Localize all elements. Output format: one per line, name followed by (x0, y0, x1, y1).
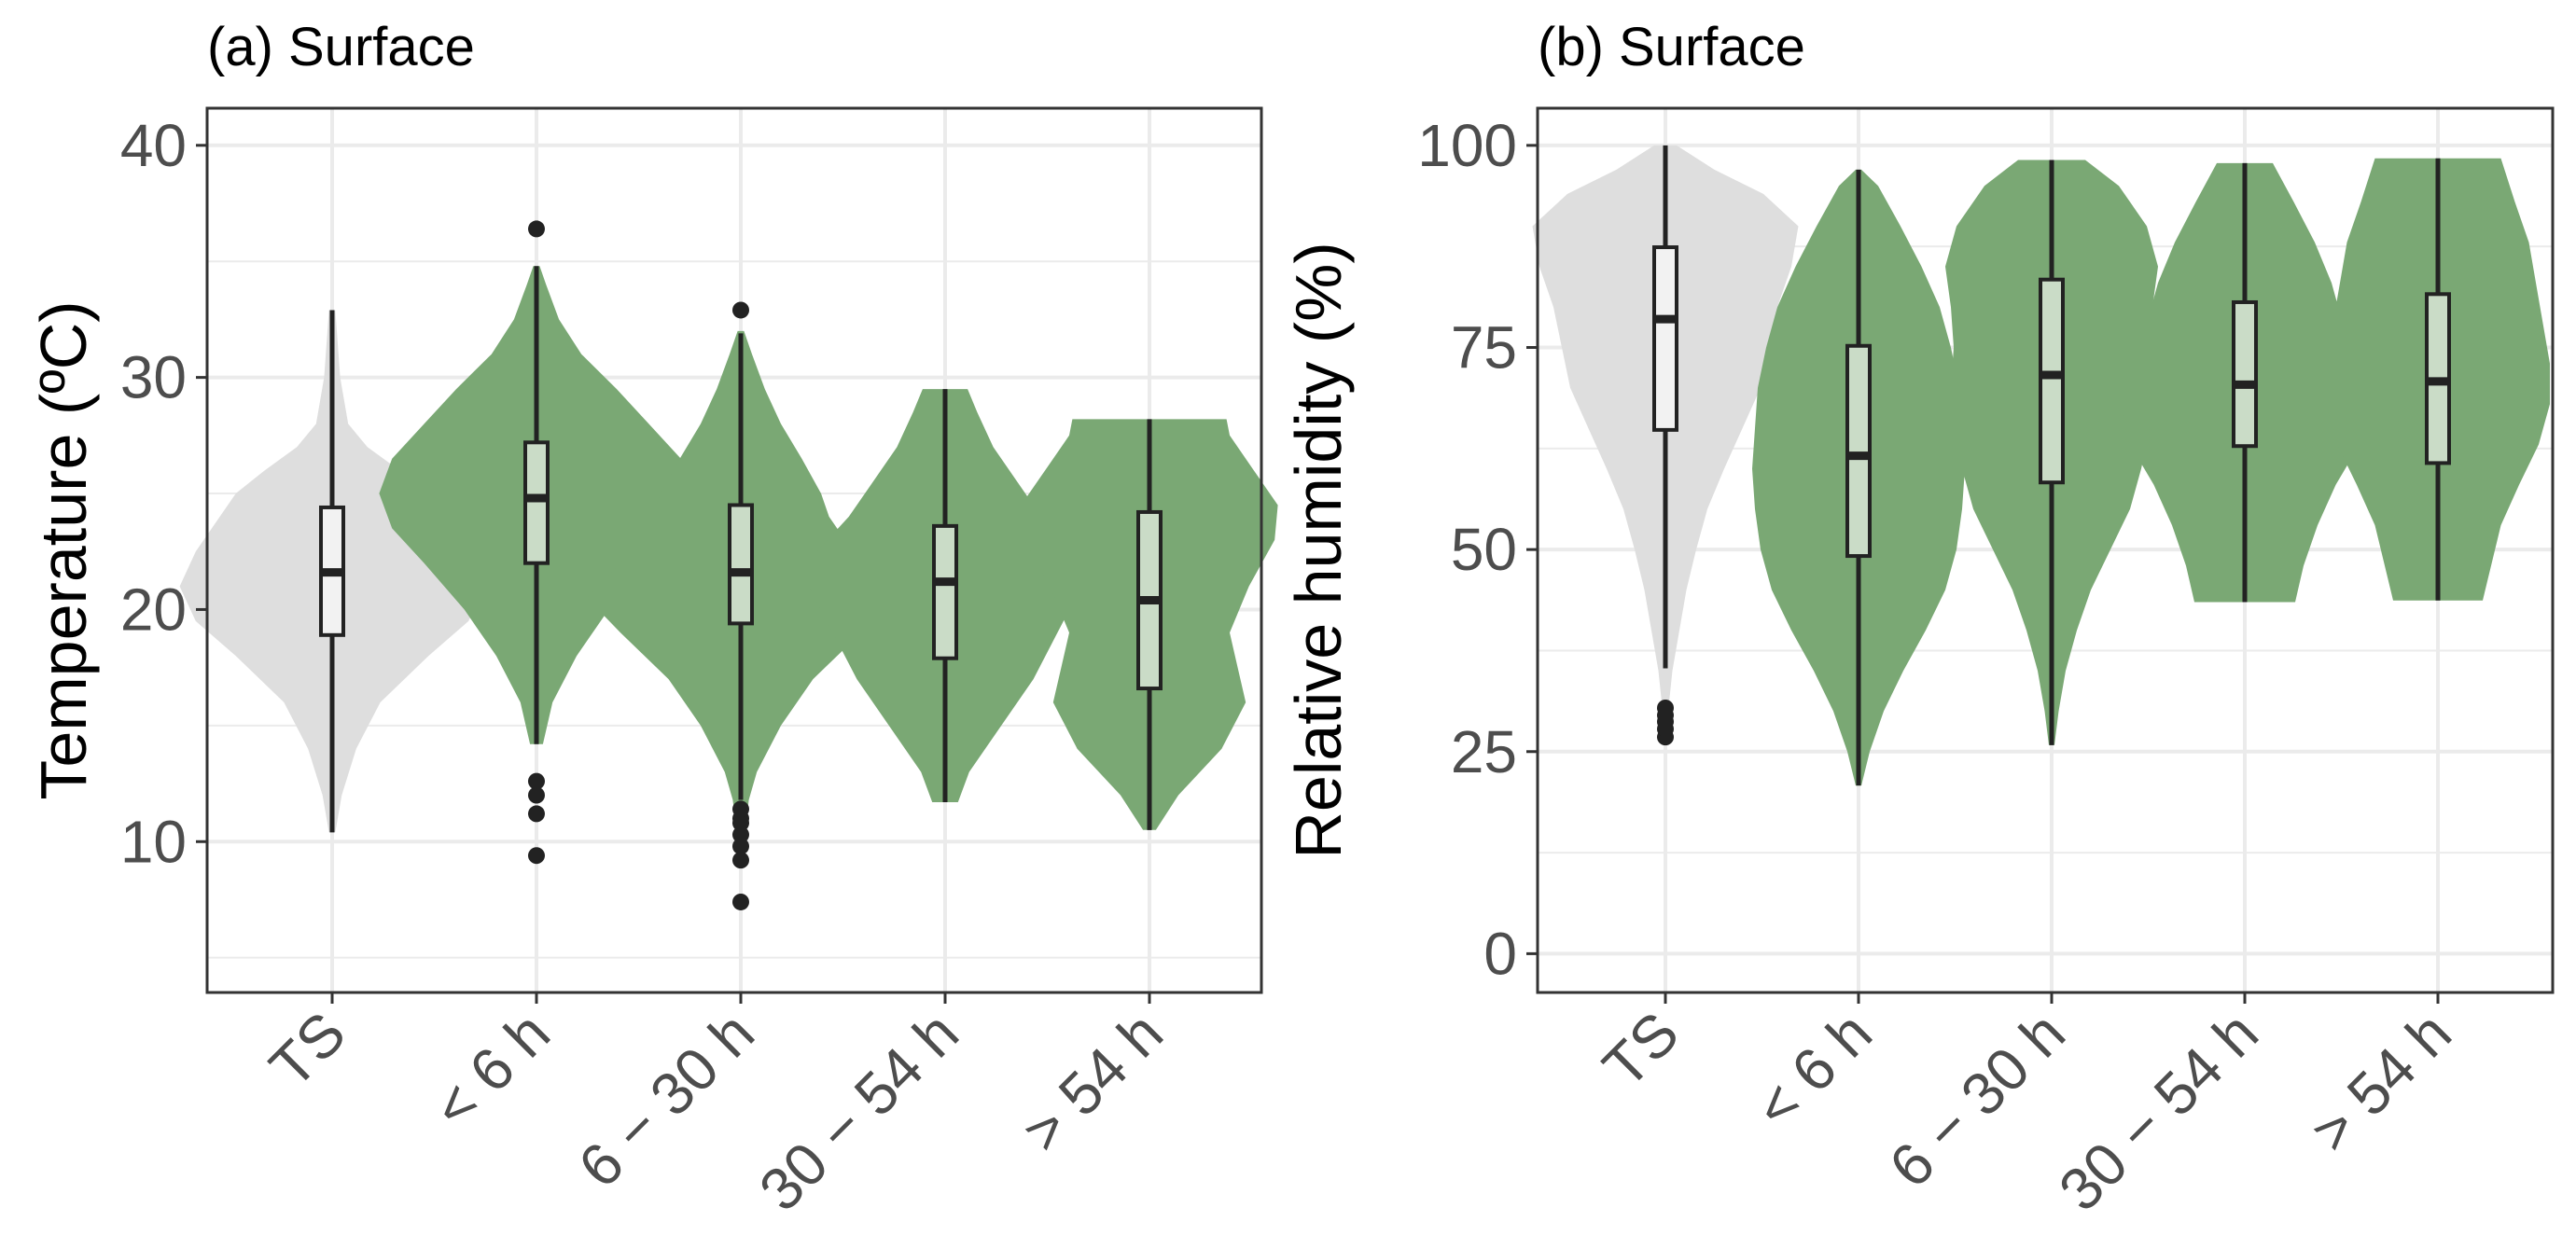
panel-b-y-axis-title: Relative humidity (%) (1282, 242, 1355, 858)
panel-b-humidity: (b) Surface 0 25 50 75 100 TS < 6 h6 − 30 h30… (1282, 17, 2555, 1224)
x-category-label: < 6 h (420, 999, 563, 1142)
panel-a-y-axis-title: Temperature (ºC) (27, 300, 100, 799)
y-tick-label: 20 (120, 576, 187, 643)
outlier-point (732, 301, 749, 319)
iqr-box (932, 523, 958, 660)
iqr-box (728, 503, 754, 626)
y-tick-label: 40 (120, 112, 187, 179)
iqr-box (1845, 343, 1872, 559)
x-category-label: 30 − 54 h (2046, 999, 2271, 1224)
y-tick-label: 75 (1451, 313, 1517, 381)
outlier-point (528, 805, 545, 823)
y-tick-label: 50 (1451, 516, 1517, 583)
panel-b-y-axis: 0 25 50 75 100 (1417, 112, 1538, 987)
iqr-box (2232, 299, 2258, 449)
x-category-label: 6 − 30 h (1876, 999, 2078, 1200)
y-tick-label: 0 (1483, 920, 1517, 987)
panel-a-boxplots (319, 220, 1163, 910)
iqr-box (2039, 277, 2065, 485)
iqr-box (1652, 245, 1678, 432)
outlier-point (732, 838, 749, 855)
panel-a-y-axis: 10 20 30 40 (120, 112, 207, 875)
outlier-point (732, 893, 749, 910)
outlier-point (1657, 699, 1674, 716)
outlier-point (528, 786, 545, 804)
outlier-point (528, 220, 545, 238)
y-tick-label: 25 (1451, 718, 1517, 785)
panel-a-border (205, 106, 1263, 994)
outlier-point (528, 847, 545, 865)
outlier-point (732, 826, 749, 843)
x-category-label: TS (1590, 999, 1692, 1101)
y-tick-label: 30 (120, 344, 187, 411)
outlier-point (732, 852, 749, 869)
panel-b-title: (b) Surface (1538, 17, 1805, 77)
x-category-label: 6 − 30 h (565, 999, 767, 1200)
x-category-label: > 54 h (2298, 999, 2464, 1165)
panel-a-title: (a) Surface (207, 17, 475, 77)
x-category-label: TS (257, 999, 358, 1101)
y-tick-label: 10 (120, 808, 187, 875)
outlier-point (528, 772, 545, 790)
panel-b-x-axis: TS < 6 h6 − 30 h30 − 54 h > 54 h (1590, 992, 2464, 1224)
x-category-label: > 54 h (1010, 999, 1176, 1165)
x-category-label: 30 − 54 h (746, 999, 971, 1224)
outlier-point (732, 800, 749, 818)
iqr-box (523, 440, 550, 565)
y-tick-label: 100 (1417, 112, 1517, 179)
panel-b-boxplots (1652, 145, 2451, 786)
x-category-label: < 6 h (1742, 999, 1885, 1142)
